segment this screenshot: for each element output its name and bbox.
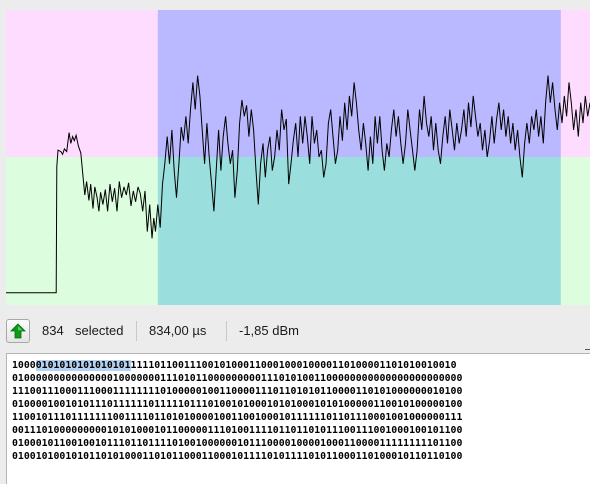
power-readout: -1,85 dBm: [239, 323, 299, 338]
bit-line[interactable]: 0011101000000000101010001011000001110100…: [12, 424, 462, 437]
bit-line[interactable]: 0100000000000000010000000111010110000000…: [12, 372, 462, 385]
duration-readout: 834,00 µs: [149, 323, 207, 338]
signal-view[interactable]: [6, 10, 590, 305]
bit-line[interactable]: 1110011100011100011111111010000010011000…: [12, 385, 462, 398]
bits-prefix: 1000: [12, 360, 36, 371]
bits-rest: 1110011100011100011111111010000010011000…: [12, 386, 463, 397]
green-up-arrow-icon: [10, 323, 26, 339]
bits-text[interactable]: 1000010101010101010111110110011100101000…: [12, 359, 462, 463]
separator: [226, 321, 227, 341]
bits-selection[interactable]: 0101010101010101: [35, 360, 131, 371]
bits-rest: 0100101001010110101000110101100011000101…: [12, 451, 463, 462]
selection-lower[interactable]: [157, 157, 561, 305]
waveform-line: [6, 75, 590, 294]
bit-line[interactable]: 1100101110111111100111101101010000100110…: [12, 411, 462, 424]
bits-rest: 0100001001010111011111101111101110100101…: [12, 399, 463, 410]
selected-count: 834: [42, 323, 64, 338]
bits-panel[interactable]: 1000010101010101010111110110011100101000…: [6, 353, 590, 484]
bits-rest: 1111011001110010100011000100010000110100…: [130, 360, 457, 371]
separator: [136, 321, 137, 341]
bit-line[interactable]: 0100101001010110101000110101100011000101…: [12, 450, 462, 463]
bit-line[interactable]: 1000010101010101010111110110011100101000…: [12, 359, 462, 372]
bits-rest: 0100010110010010111011011110100100000010…: [12, 438, 463, 449]
selected-label: selected: [75, 323, 124, 338]
up-arrow-button[interactable]: [6, 319, 30, 343]
status-bar: 834 selected 834,00 µs -1,85 dBm: [0, 311, 590, 351]
edge-mark: [585, 349, 590, 350]
bits-rest: 1100101110111111100111101101010000100110…: [12, 412, 463, 423]
bits-rest: 0011101000000000101010001011000001110100…: [12, 425, 463, 436]
bit-line[interactable]: 0100001001010111011111101111101110100101…: [12, 398, 462, 411]
bit-line[interactable]: 0100010110010010111011011110100100000010…: [12, 437, 462, 450]
bits-rest: 0100000000000000010000000111010110000000…: [12, 373, 463, 384]
